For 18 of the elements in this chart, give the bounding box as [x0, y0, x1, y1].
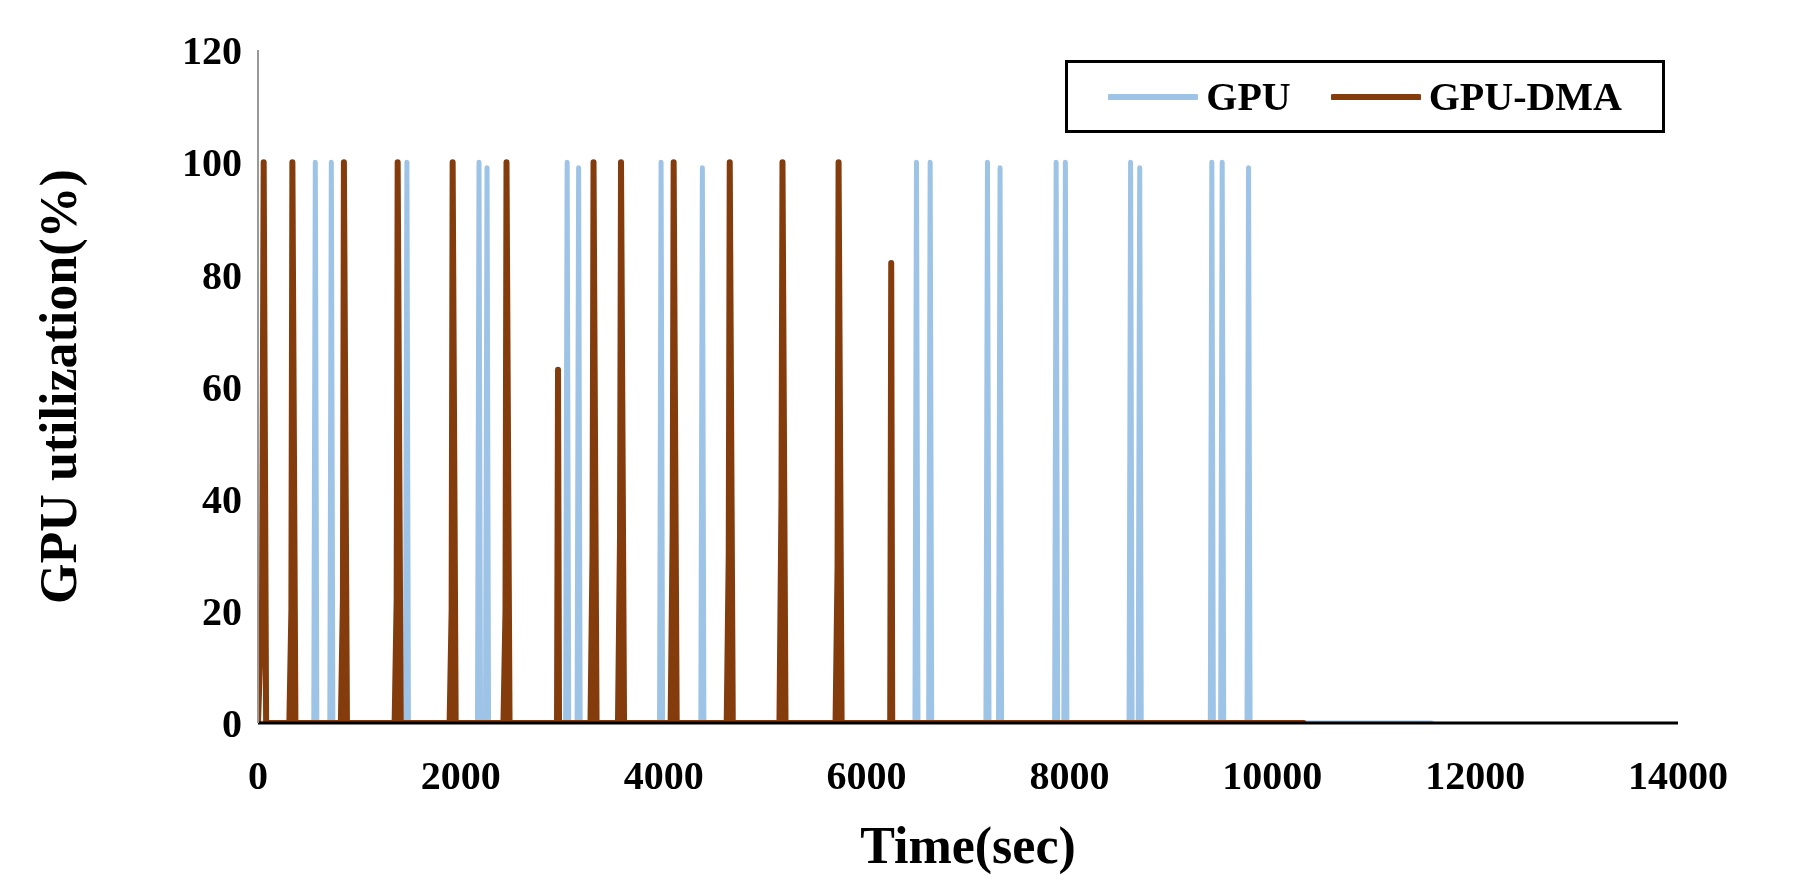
x-tick-label: 8000: [1029, 753, 1110, 799]
x-tick-label: 10000: [1222, 753, 1323, 799]
y-tick-label: 100: [182, 140, 242, 186]
x-tick-label: 4000: [623, 753, 704, 799]
y-tick-label: 120: [182, 28, 242, 74]
x-tick-label: 6000: [826, 753, 907, 799]
x-tick-label: 12000: [1425, 753, 1526, 799]
y-tick-label: 0: [222, 701, 242, 747]
y-tick-label: 20: [202, 589, 242, 635]
x-tick-label: 14000: [1628, 753, 1728, 799]
x-tick-label: 2000: [420, 753, 501, 799]
x-axis-title: Time(sec): [860, 817, 1076, 875]
legend-label: GPU: [1206, 73, 1291, 120]
y-tick-label: 60: [202, 364, 242, 410]
y-tick-label: 40: [202, 476, 242, 522]
legend-label: GPU-DMA: [1428, 73, 1622, 120]
y-tick-label: 80: [202, 252, 242, 298]
y-axis-title: GPU utilization(%): [30, 169, 89, 604]
